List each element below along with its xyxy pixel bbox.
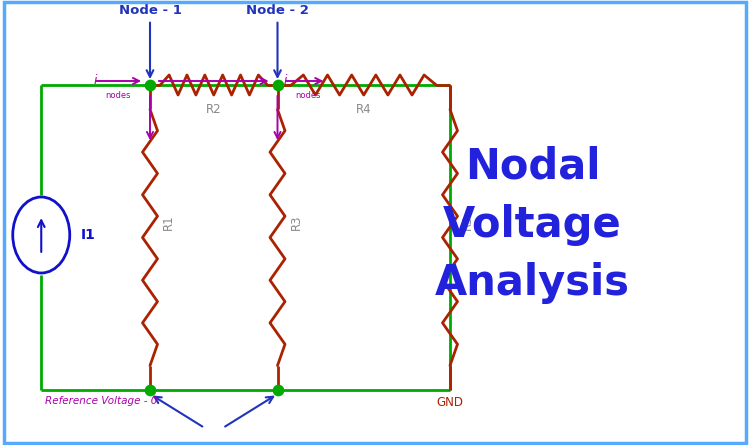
- Text: Reference Voltage - 0: Reference Voltage - 0: [45, 396, 158, 406]
- Text: nodes: nodes: [295, 91, 320, 100]
- Text: GND: GND: [436, 396, 463, 409]
- Text: i: i: [284, 74, 287, 87]
- Point: [144, 81, 156, 89]
- Text: i: i: [94, 74, 98, 87]
- Point: [272, 386, 284, 393]
- Point: [144, 386, 156, 393]
- Text: I1: I1: [80, 228, 95, 242]
- Text: R3: R3: [290, 215, 302, 230]
- Text: Node - 1: Node - 1: [118, 4, 182, 77]
- Text: Node - 3: Node - 3: [182, 442, 245, 445]
- Text: R5: R5: [460, 215, 473, 230]
- Text: R2: R2: [206, 103, 221, 116]
- Text: nodes: nodes: [105, 91, 130, 100]
- Text: Nodal
Voltage
Analysis: Nodal Voltage Analysis: [435, 146, 630, 304]
- Point: [272, 81, 284, 89]
- Text: R1: R1: [162, 214, 175, 231]
- Text: R4: R4: [356, 103, 371, 116]
- Text: Node - 2: Node - 2: [246, 4, 309, 77]
